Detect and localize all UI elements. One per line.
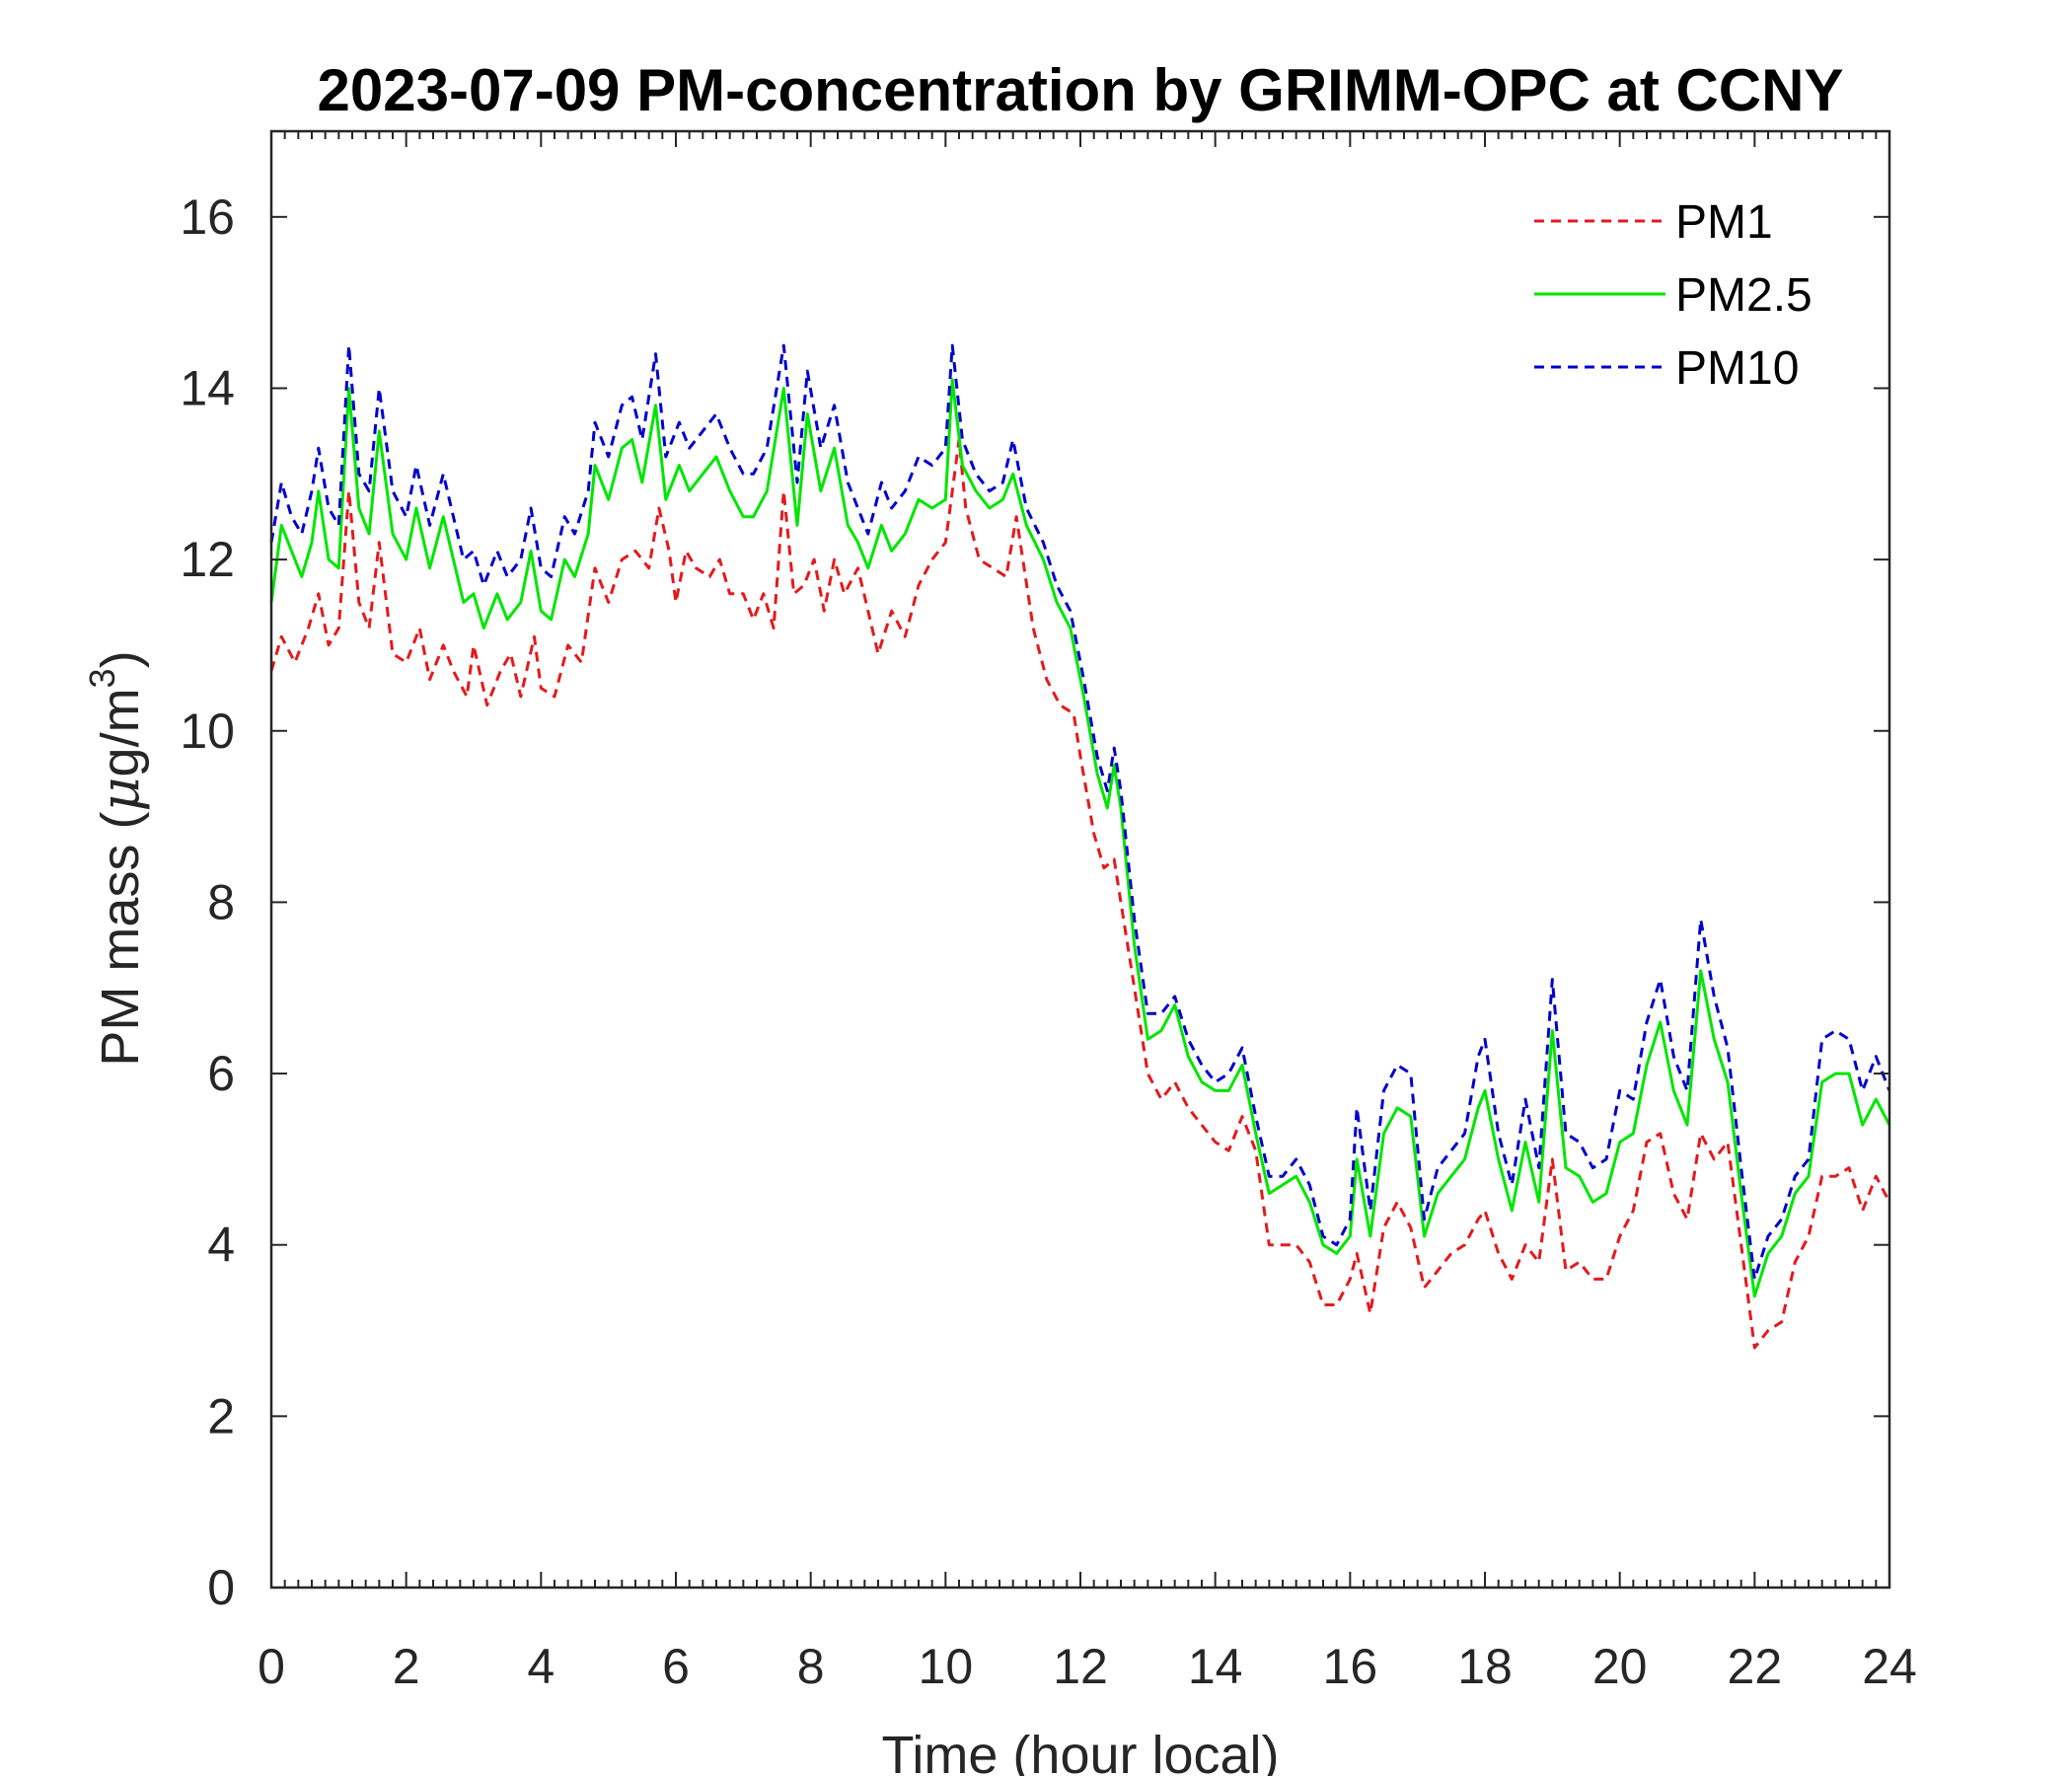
legend-label-pm1: PM1 [1675,196,1773,249]
y-axis-label: PM mass (μg/m3) [82,650,151,1066]
x-tick-label: 8 [797,1639,825,1694]
x-tick-label: 22 [1728,1639,1783,1694]
y-tick-label: 4 [207,1218,235,1273]
y-tick-label: 6 [207,1046,235,1101]
x-tick-label: 2 [393,1639,420,1694]
y-tick-label: 12 [180,532,235,587]
plot-frame [269,129,1891,1590]
y-tick-label: 2 [207,1388,235,1443]
y-tick-label: 0 [207,1560,235,1615]
x-tick-label: 24 [1862,1639,1917,1694]
plot-area [271,131,1889,1588]
series-line-pm1 [269,438,1891,1350]
x-tick-label: 0 [258,1639,285,1694]
x-tick-label: 6 [662,1639,690,1694]
y-axis-label-main: PM mass ( [91,812,150,1067]
legend-label-pm25: PM2.5 [1675,269,1813,322]
x-tick-label: 10 [919,1639,974,1694]
y-tick-label: 8 [207,874,235,929]
x-tick-label: 16 [1323,1639,1378,1694]
x-tick-label: 20 [1592,1639,1648,1694]
x-tick-labels: 0 2 4 6 8 10 12 14 16 18 20 22 24 [258,1639,1917,1694]
y-tick-label: 14 [180,360,235,415]
x-tick-label: 4 [527,1639,555,1694]
x-tick-label: 18 [1457,1639,1513,1694]
series-layer [269,343,1891,1350]
legend: PM1 PM2.5 PM10 [1534,196,1813,395]
y-tick-labels: 0 2 4 6 8 10 12 14 16 [180,189,235,1615]
y-axis-label-mu: μ [89,777,151,811]
y-axis-label-unit: g/m [91,688,150,777]
y-tick-label: 16 [180,189,235,245]
x-axis-label: Time (hour local) [881,1726,1279,1776]
y-axis-label-sup: 3 [82,668,122,688]
y-axis-label-close: ) [91,650,150,668]
x-tick-label: 12 [1053,1639,1108,1694]
series-line-pm10 [269,343,1891,1281]
series-line-pm25 [269,378,1891,1298]
y-tick-label: 10 [180,703,235,759]
x-tick-label: 14 [1188,1639,1243,1694]
chart-title: 2023-07-09 PM-concentration by GRIMM-OPC… [318,57,1844,123]
legend-label-pm10: PM10 [1675,342,1799,395]
